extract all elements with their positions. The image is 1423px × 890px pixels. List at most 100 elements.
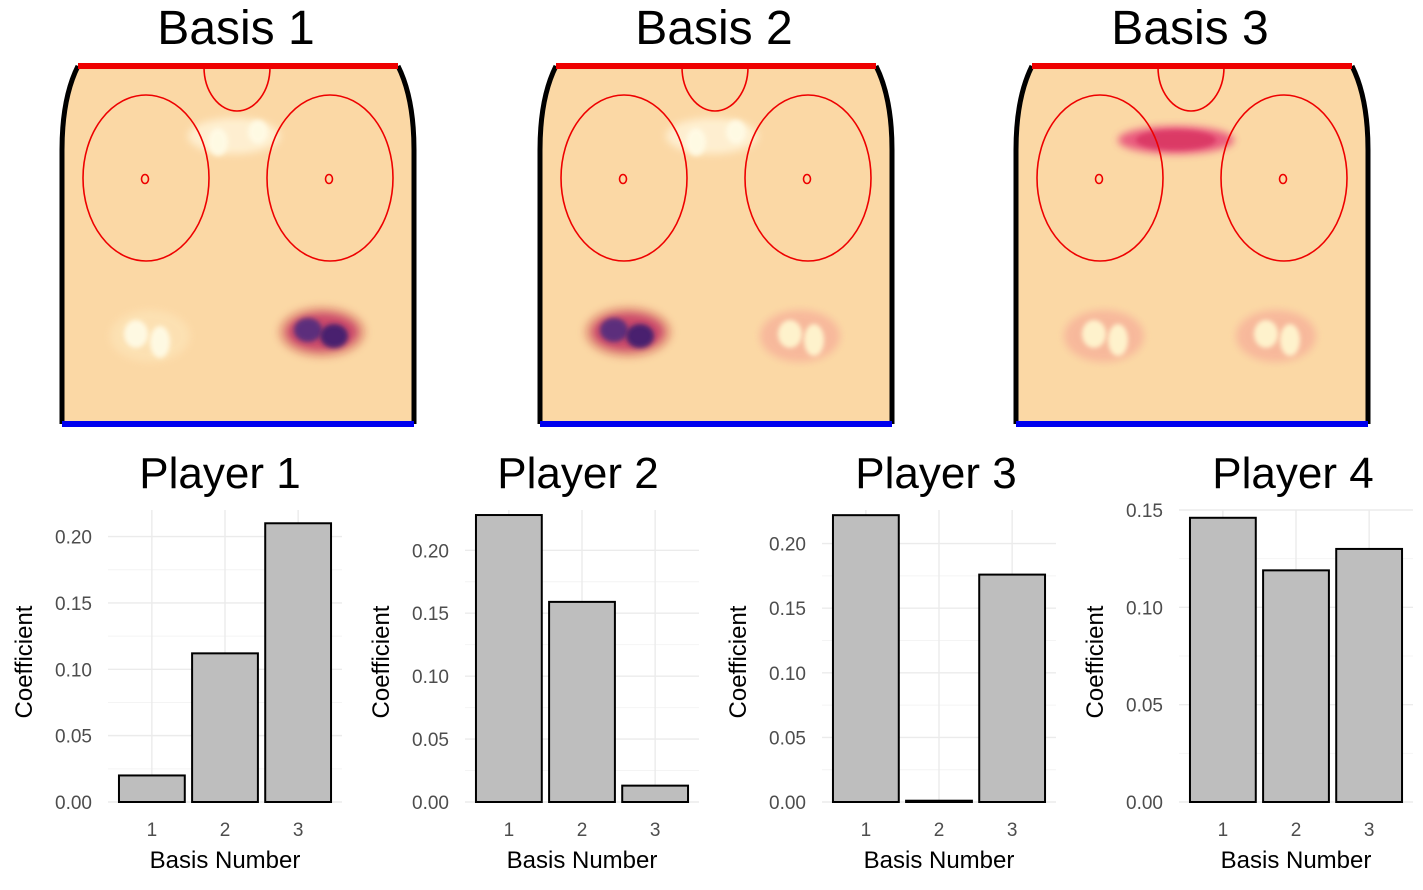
heat-layer — [584, 118, 840, 362]
faceoff-dot-left — [618, 173, 628, 185]
faceoff-dot-right — [324, 173, 334, 185]
y-tick-label: 0.05 — [1126, 696, 1163, 717]
faceoff-dot-left — [140, 173, 150, 185]
heat-pale — [1082, 320, 1106, 348]
right-zone-heat — [278, 306, 366, 358]
basis-1-rink-heatmap — [59, 63, 417, 427]
y-tick-label: 0.00 — [412, 793, 449, 814]
x-tick-label: 3 — [293, 820, 304, 841]
bar-basis-3 — [1335, 547, 1404, 803]
player-3-title: Player 3 — [855, 449, 1017, 498]
goal-crease — [203, 66, 271, 112]
y-tick-label: 0.20 — [769, 535, 806, 556]
bar-basis-3 — [978, 573, 1047, 803]
player-3-bar-chart: 0.00 0.05 0.10 0.15 0.20 1 2 3 Basis Number Coeff… — [725, 510, 1056, 874]
heat-pale — [208, 128, 228, 156]
bar-basis-3 — [621, 784, 690, 804]
board-right — [873, 64, 895, 424]
top-heat — [188, 118, 280, 156]
player-4-bar-chart: 0.00 0.05 0.10 0.15 1 2 3 Basis Number Coefficie… — [1082, 501, 1413, 874]
board-right — [1349, 64, 1371, 424]
board-left — [537, 64, 559, 424]
board-left — [59, 64, 81, 424]
heat-core — [294, 318, 322, 342]
faceoff-dot-right — [1278, 173, 1288, 185]
goal-crease — [1157, 66, 1225, 112]
y-axis-label: Coefficient — [1082, 605, 1109, 718]
y-axis-label: Coefficient — [368, 605, 395, 718]
x-tick-label: 3 — [650, 820, 661, 841]
bar-basis-3 — [264, 522, 333, 803]
y-axis-label: Coefficient — [11, 605, 38, 718]
bar-basis-1 — [1188, 516, 1257, 804]
y-tick-label: 0.20 — [412, 541, 449, 562]
heat-pale — [1280, 324, 1300, 356]
player-4-title: Player 4 — [1212, 449, 1374, 498]
y-tick-label: 0.00 — [55, 793, 92, 814]
y-axis-label: Coefficient — [725, 605, 752, 718]
board-right — [395, 64, 417, 424]
x-tick-label: 2 — [577, 820, 588, 841]
basis-3-rink-heatmap — [1013, 63, 1371, 427]
heat-pale — [778, 320, 802, 348]
x-tick-label: 3 — [1364, 820, 1375, 841]
faceoff-circle-left — [560, 94, 688, 262]
heat-core — [1136, 130, 1216, 150]
top-heat — [1118, 126, 1234, 154]
x-tick-label: 3 — [1007, 820, 1018, 841]
y-tick-label: 0.00 — [769, 793, 806, 814]
bar-basis-1 — [831, 514, 900, 803]
y-tick-label: 0.15 — [412, 604, 449, 625]
heat-pale — [124, 320, 148, 348]
y-tick-label: 0.20 — [55, 528, 92, 549]
right-zone-heat — [1236, 310, 1316, 362]
basis-1-title: Basis 1 — [157, 2, 315, 55]
y-tick-label: 0.05 — [55, 727, 92, 748]
x-tick-label: 2 — [1291, 820, 1302, 841]
heat-pale — [150, 326, 170, 358]
goal-crease — [681, 66, 749, 112]
faceoff-circle-left — [1036, 94, 1164, 262]
bar-basis-1 — [117, 774, 186, 804]
faceoff-circle-left — [82, 94, 210, 262]
y-tick-label: 0.10 — [769, 664, 806, 685]
y-tick-label: 0.15 — [55, 594, 92, 615]
basis-3-title: Basis 3 — [1111, 2, 1269, 55]
x-tick-label: 1 — [1218, 820, 1229, 841]
x-tick-label: 2 — [220, 820, 231, 841]
y-tick-label: 0.05 — [769, 728, 806, 749]
board-left — [1013, 64, 1035, 424]
y-tick-label: 0.15 — [1126, 501, 1163, 522]
heat-core — [320, 324, 348, 348]
y-tick-label: 0.00 — [1126, 793, 1163, 814]
rink-surface — [1016, 66, 1368, 424]
heat-halo — [110, 310, 190, 362]
x-axis-label: Basis Number — [150, 847, 301, 874]
faceoff-circle-right — [744, 94, 872, 262]
faceoff-circle-right — [1220, 94, 1348, 262]
x-axis-label: Basis Number — [864, 847, 1015, 874]
x-tick-label: 1 — [504, 820, 515, 841]
y-tick-label: 0.10 — [55, 660, 92, 681]
bar-basis-2 — [191, 652, 259, 803]
right-zone-heat — [760, 310, 840, 362]
x-tick-label: 1 — [861, 820, 872, 841]
left-zone-heat — [1064, 310, 1144, 362]
faceoff-circle-right — [266, 94, 394, 262]
x-tick-label: 2 — [934, 820, 945, 841]
player-1-bar-chart: 0.00 0.05 0.10 0.15 0.20 1 2 3 Basis Number Coeff… — [11, 510, 342, 874]
y-tick-label: 0.10 — [1126, 598, 1163, 619]
faceoff-dot-right — [802, 173, 812, 185]
x-axis-label: Basis Number — [1221, 847, 1372, 874]
basis-2-rink-heatmap — [537, 63, 895, 427]
heat-pale — [1108, 324, 1128, 356]
heat-core — [600, 318, 628, 342]
x-axis-label: Basis Number — [507, 847, 658, 874]
heat-pale — [804, 324, 824, 356]
heat-pale — [1254, 320, 1278, 348]
y-tick-label: 0.15 — [769, 599, 806, 620]
player-1-title: Player 1 — [139, 449, 301, 498]
bar-basis-1 — [474, 514, 543, 803]
heat-pale — [248, 120, 268, 144]
top-heat — [666, 118, 758, 156]
